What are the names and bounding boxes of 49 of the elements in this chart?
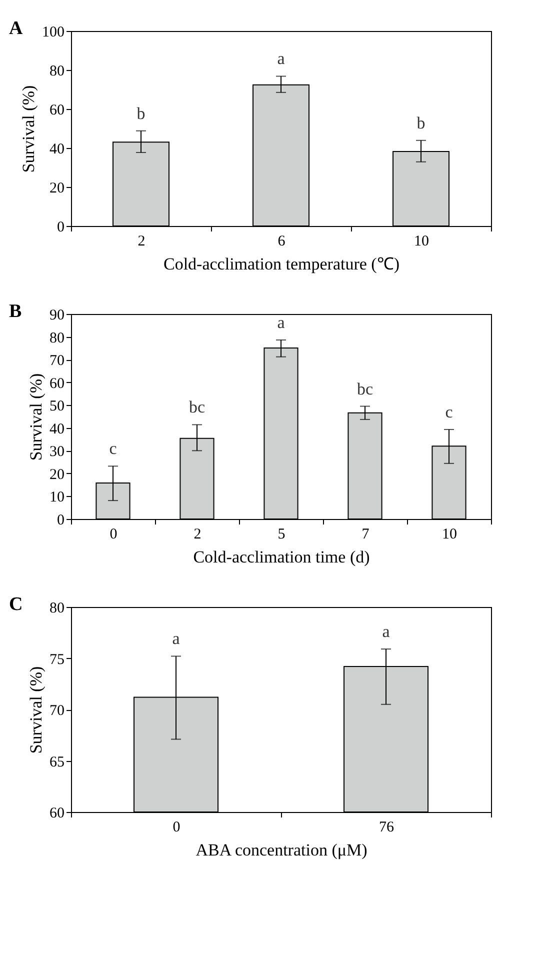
y-tick-label: 30 — [50, 444, 64, 460]
annotation: c — [445, 402, 454, 422]
x-tick-label: 0 — [110, 526, 118, 542]
x-axis-title: ABA concentration (μM) — [196, 840, 368, 860]
y-tick-label: 40 — [50, 142, 64, 158]
x-tick-label: 76 — [379, 820, 394, 836]
x-tick-label: 10 — [414, 234, 429, 250]
y-tick-label: 80 — [50, 64, 64, 80]
y-tick-label: 70 — [50, 353, 64, 370]
y-tick-label: 0 — [57, 512, 64, 528]
annotation: bc — [356, 379, 374, 398]
chart-title: C — [9, 594, 23, 615]
y-tick-label: 80 — [50, 330, 64, 346]
annotation: a — [277, 49, 286, 68]
y-axis-title: Survival (%) — [19, 85, 38, 173]
x-tick-label: 5 — [278, 526, 286, 542]
y-tick-label: 50 — [50, 398, 64, 415]
x-tick-label: 2 — [138, 234, 146, 250]
annotation: b — [136, 104, 146, 123]
y-tick-label: 60 — [50, 376, 64, 392]
y-axis-title: Survival (%) — [26, 373, 46, 461]
y-tick-label: 60 — [50, 806, 64, 822]
annotation: bc — [188, 398, 206, 417]
y-tick-label: 70 — [50, 703, 64, 719]
y-tick-label: 90 — [50, 308, 64, 324]
y-tick-label: 60 — [50, 102, 64, 118]
annotation: c — [109, 439, 118, 458]
annotation: a — [172, 629, 180, 648]
x-axis-title: Cold-acclimation time (d) — [193, 548, 370, 566]
y-tick-label: 100 — [42, 24, 64, 40]
x-tick-label: 7 — [362, 526, 370, 542]
y-axis-title: Survival (%) — [26, 666, 46, 754]
chart-title: B — [9, 301, 22, 322]
annotation: b — [416, 113, 426, 132]
chart-title: A — [9, 18, 23, 39]
y-tick-label: 40 — [50, 421, 64, 438]
x-tick-label: 6 — [278, 234, 286, 250]
y-tick-label: 75 — [50, 652, 64, 668]
y-tick-label: 80 — [50, 600, 64, 616]
y-tick-label: 20 — [50, 466, 64, 483]
y-tick-label: 20 — [50, 180, 64, 196]
x-tick-label: 2 — [194, 526, 202, 542]
y-tick-label: 10 — [50, 490, 64, 506]
annotation: a — [277, 312, 286, 332]
annotation: a — [382, 622, 390, 642]
x-axis-title: Cold-acclimation temperature (℃) — [163, 254, 400, 274]
y-tick-label: 0 — [57, 220, 64, 236]
x-tick-label: 10 — [442, 526, 457, 542]
y-tick-label: 65 — [50, 754, 64, 770]
